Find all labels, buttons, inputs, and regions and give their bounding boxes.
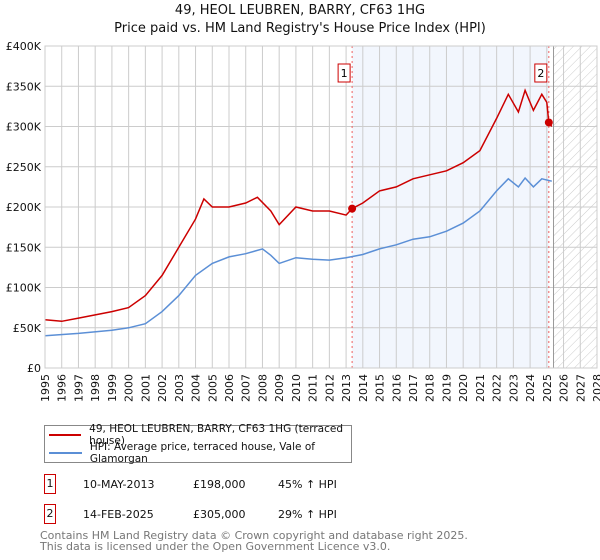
x-tick-label: 2027 [574,374,587,402]
sale-point [348,204,357,213]
sale-marker-label: 1 [341,67,348,80]
sale-marker-label: 2 [537,67,544,80]
x-tick-label: 2026 [558,374,571,402]
x-tick-label: 2008 [256,374,269,402]
x-tick-label: 2002 [156,374,169,402]
legend-item-property: 49, HEOL LEUBREN, BARRY, CF63 1HG (terra… [45,423,351,447]
x-tick-label: 1999 [106,374,119,402]
x-tick-label: 2023 [507,374,520,402]
x-tick-label: 2005 [206,374,219,402]
x-tick-label: 2014 [357,374,370,402]
marker-badge: 1 [44,474,56,494]
transaction-row: 2 14-FEB-2025 £305,000 29% ↑ HPI [44,504,337,524]
x-tick-label: 2000 [123,374,136,402]
y-tick-label: £250K [6,161,42,174]
y-tick-label: £50K [13,322,42,335]
x-tick-label: 2017 [407,374,420,402]
sale-marker-box [534,63,548,83]
transaction-row: 1 10-MAY-2013 £198,000 45% ↑ HPI [44,474,337,494]
y-tick-label: £0 [27,362,41,375]
x-tick-label: 2025 [541,374,554,402]
x-tick-label: 2015 [374,374,387,402]
chart-title: 49, HEOL LEUBREN, BARRY, CF63 1HG Price … [114,3,486,36]
x-tick-label: 2006 [223,374,236,402]
x-tick-label: 2013 [340,374,353,402]
x-tick-label: 2018 [424,374,437,402]
x-tick-label: 1998 [89,374,102,402]
sale-point [544,118,553,127]
marker-badge: 2 [44,504,56,524]
x-tick-label: 2016 [390,374,403,402]
y-tick-label: £300K [6,121,42,134]
legend-item-hpi: HPI: Average price, terraced house, Vale… [45,441,351,465]
property-price-line [44,88,553,323]
x-tick-label: 2028 [591,374,600,402]
legend: 49, HEOL LEUBREN, BARRY, CF63 1HG (terra… [44,423,352,465]
y-tick-label: £350K [6,80,42,93]
x-tick-label: 2022 [491,374,504,402]
y-tick-label: £150K [6,241,42,254]
plot-border [44,45,598,369]
y-tick-label: £200K [6,201,42,214]
x-tick-label: 2024 [524,374,537,402]
x-tick-label: 1995 [39,374,52,402]
x-tick-label: 2007 [240,374,253,402]
x-tick-label: 2001 [139,374,152,402]
y-tick-label: £100K [6,282,42,295]
x-tick-label: 2010 [290,374,303,402]
footer: Contains HM Land Registry data © Crown c… [40,529,468,553]
x-tick-label: 2009 [273,374,286,402]
sale-marker-box [337,63,351,83]
x-tick-label: 2012 [323,374,336,402]
x-tick-label: 2019 [440,374,453,402]
x-tick-label: 2004 [190,374,203,402]
x-tick-label: 2003 [173,374,186,402]
x-tick-label: 1997 [72,374,85,402]
x-tick-label: 2011 [307,374,320,402]
price-chart: 1995 1996 1997 1998 1999 2000 2001 2002 2003 2004… [6,40,600,402]
x-tick-label: 2020 [457,374,470,402]
hpi-line [44,176,552,337]
x-tick-label: 2021 [474,374,487,402]
y-tick-label: £400K [6,40,42,53]
x-tick-label: 1996 [56,374,69,402]
